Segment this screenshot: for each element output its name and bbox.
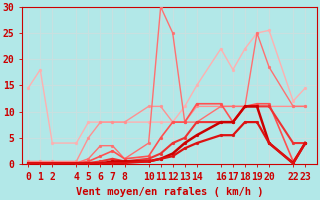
X-axis label: Vent moyen/en rafales ( km/h ): Vent moyen/en rafales ( km/h ) [76, 187, 263, 197]
